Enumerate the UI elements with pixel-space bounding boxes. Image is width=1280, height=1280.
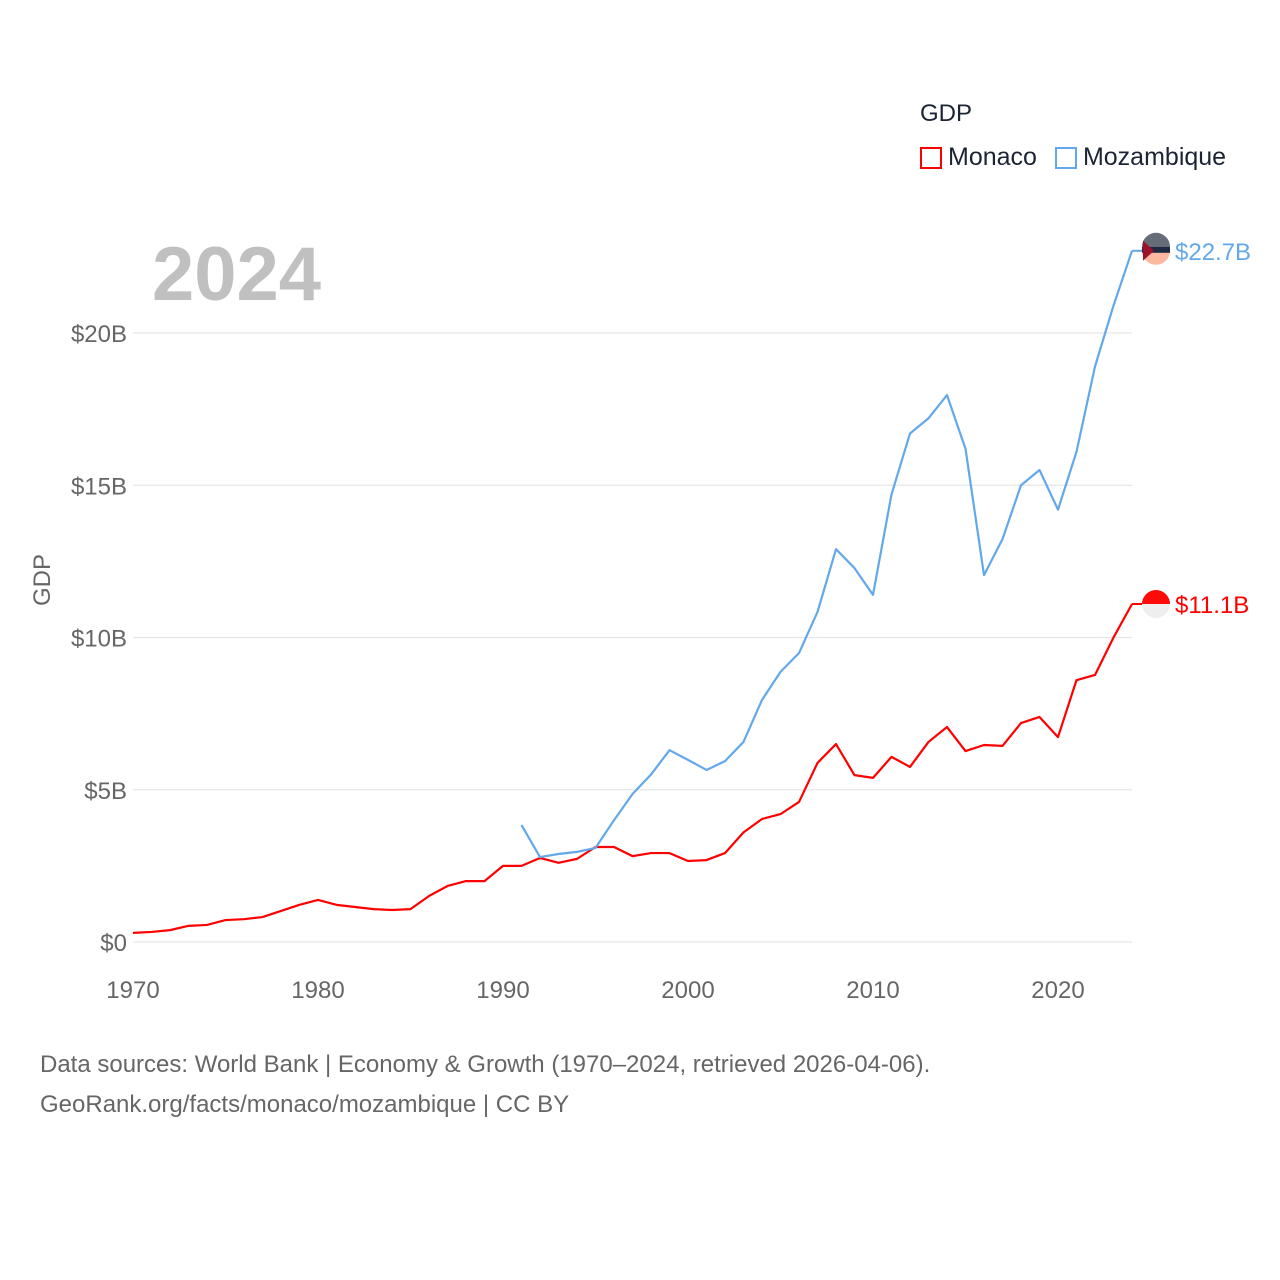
- y-axis-label: GDP: [29, 554, 56, 606]
- legend-item-mozambique[interactable]: Mozambique: [1054, 143, 1227, 172]
- source-note: Data sources: World Bank | Economy & Gro…: [40, 1045, 930, 1125]
- flag-band: [1142, 246, 1170, 253]
- x-tick-label: 1990: [476, 977, 529, 1004]
- end-value-label: $11.1B: [1175, 592, 1249, 619]
- y-tick-label: $15B: [71, 473, 127, 500]
- series-line-monaco: [132, 603, 1133, 934]
- end-value-label: $22.7B: [1175, 239, 1251, 266]
- mozambique-flag-icon: [1142, 232, 1170, 265]
- mozambique-swatch: [1054, 146, 1077, 169]
- x-tick-label: 2010: [846, 977, 899, 1004]
- year-watermark: 2024: [152, 232, 321, 317]
- y-tick-label: $0: [100, 930, 127, 957]
- x-tick-label: 2000: [661, 977, 714, 1004]
- source-line-2[interactable]: GeoRank.org/facts/monaco/mozambique | CC…: [40, 1091, 570, 1118]
- legend-label: Mozambique: [1082, 143, 1227, 171]
- y-tick-label: $10B: [71, 626, 127, 653]
- series-line-mozambique: [520, 250, 1134, 859]
- flag-top: [1142, 590, 1170, 605]
- legend: Monaco Mozambique: [920, 143, 1226, 172]
- source-line-1: Data sources: World Bank | Economy & Gro…: [40, 1051, 931, 1078]
- y-tick-label: $5B: [84, 778, 127, 805]
- legend-label: Monaco: [948, 143, 1037, 171]
- legend-item-monaco[interactable]: Monaco: [920, 143, 1037, 172]
- flag-triangle: [1143, 240, 1154, 261]
- x-tick-label: 2020: [1031, 977, 1084, 1004]
- legend-title: GDP: [920, 100, 973, 127]
- x-tick-label: 1970: [106, 977, 159, 1004]
- y-tick-label: $20B: [71, 321, 127, 348]
- monaco-flag-icon: [1142, 590, 1170, 619]
- flag-top: [1142, 232, 1170, 247]
- x-tick-label: 1980: [291, 977, 344, 1004]
- monaco-swatch: [920, 146, 942, 169]
